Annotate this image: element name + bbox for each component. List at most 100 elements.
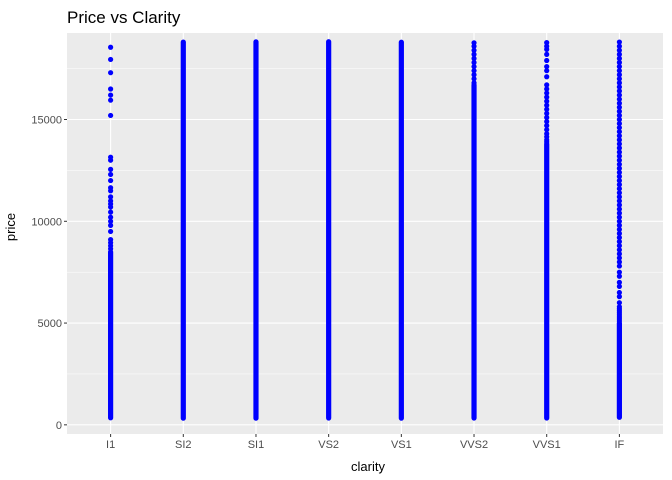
dense-points — [108, 249, 114, 421]
data-point — [616, 300, 622, 306]
x-tick-label: IF — [614, 439, 624, 451]
y-tick-label: 10000 — [31, 216, 62, 228]
data-point — [616, 51, 622, 57]
data-point — [108, 218, 114, 224]
series-vs2 — [326, 39, 332, 421]
data-point — [616, 137, 622, 143]
data-point — [616, 226, 622, 233]
data-point — [616, 80, 622, 86]
data-point — [616, 194, 622, 200]
data-point — [108, 237, 114, 243]
data-point — [544, 102, 550, 108]
data-point — [544, 110, 550, 117]
data-point — [544, 131, 550, 137]
data-point — [616, 120, 622, 127]
data-point — [616, 55, 622, 62]
data-point — [616, 43, 622, 49]
data-point — [616, 88, 622, 94]
x-tick-label: SI1 — [248, 439, 265, 451]
data-point — [616, 68, 622, 74]
data-point — [616, 165, 622, 171]
data-point — [108, 44, 114, 50]
x-axis: I1 SI2 SI1 VS2 VS1 VVS2 VVS1 IF — [106, 434, 625, 451]
data-point — [616, 76, 622, 82]
data-point — [616, 182, 622, 188]
y-tick-label: 5000 — [38, 318, 62, 330]
data-point — [616, 198, 622, 204]
series-si2 — [180, 39, 186, 421]
x-tick-label: I1 — [106, 439, 115, 451]
data-point — [616, 222, 622, 228]
data-point — [616, 129, 622, 135]
data-point — [108, 97, 114, 103]
data-point — [108, 166, 114, 172]
data-point — [616, 255, 622, 261]
dense-points — [398, 39, 404, 421]
dense-points — [544, 141, 550, 421]
data-point — [616, 202, 622, 208]
data-point — [544, 127, 550, 133]
data-point — [616, 39, 622, 45]
dense-points — [471, 82, 477, 421]
series-if — [616, 39, 622, 420]
x-tick-label: VS1 — [391, 439, 412, 451]
data-point — [616, 273, 622, 279]
data-points — [108, 39, 622, 421]
data-point — [544, 114, 550, 121]
data-point — [616, 247, 622, 253]
data-point — [616, 47, 622, 53]
series-vs1 — [398, 39, 404, 421]
data-point — [544, 51, 550, 57]
data-point — [616, 230, 622, 237]
data-point — [616, 283, 622, 290]
data-point — [616, 149, 622, 155]
data-point — [108, 177, 114, 184]
data-point — [616, 125, 622, 131]
y-axis: 0 5000 10000 15000 — [31, 115, 67, 432]
data-point — [616, 218, 622, 224]
data-point — [544, 82, 550, 88]
data-point — [616, 279, 622, 285]
data-point — [471, 63, 477, 70]
data-point — [108, 86, 114, 92]
data-point — [544, 43, 550, 49]
data-point — [616, 234, 622, 241]
data-point — [544, 74, 550, 80]
data-point — [616, 214, 622, 220]
dense-points — [326, 39, 332, 421]
data-point — [616, 269, 622, 275]
data-point — [616, 239, 622, 245]
plot-panel — [67, 33, 663, 434]
data-point — [616, 141, 622, 147]
data-point — [616, 96, 622, 102]
x-tick-label: VVS2 — [460, 439, 488, 451]
data-point — [471, 80, 477, 86]
data-point — [616, 169, 622, 176]
data-point — [544, 106, 550, 112]
series-si1 — [253, 39, 259, 421]
data-point — [616, 294, 622, 300]
data-point — [616, 133, 622, 139]
data-point — [616, 173, 622, 180]
x-tick-label: VVS1 — [533, 439, 561, 451]
dense-points — [616, 320, 622, 420]
data-point — [616, 84, 622, 90]
data-point — [108, 112, 114, 119]
data-point — [108, 214, 114, 220]
data-point — [544, 94, 550, 100]
dense-points — [180, 39, 186, 421]
data-point — [471, 55, 477, 62]
data-point — [544, 68, 550, 74]
chart-title: Price vs Clarity — [67, 8, 181, 27]
data-point — [616, 161, 622, 167]
data-point — [616, 100, 622, 106]
data-point — [616, 59, 622, 66]
data-point — [544, 98, 550, 104]
data-point — [616, 116, 622, 123]
data-point — [108, 154, 114, 160]
x-tick-label: VS2 — [318, 439, 339, 451]
data-point — [544, 63, 550, 70]
data-point — [616, 145, 622, 151]
series-vvs2 — [471, 40, 477, 421]
data-point — [471, 59, 477, 66]
